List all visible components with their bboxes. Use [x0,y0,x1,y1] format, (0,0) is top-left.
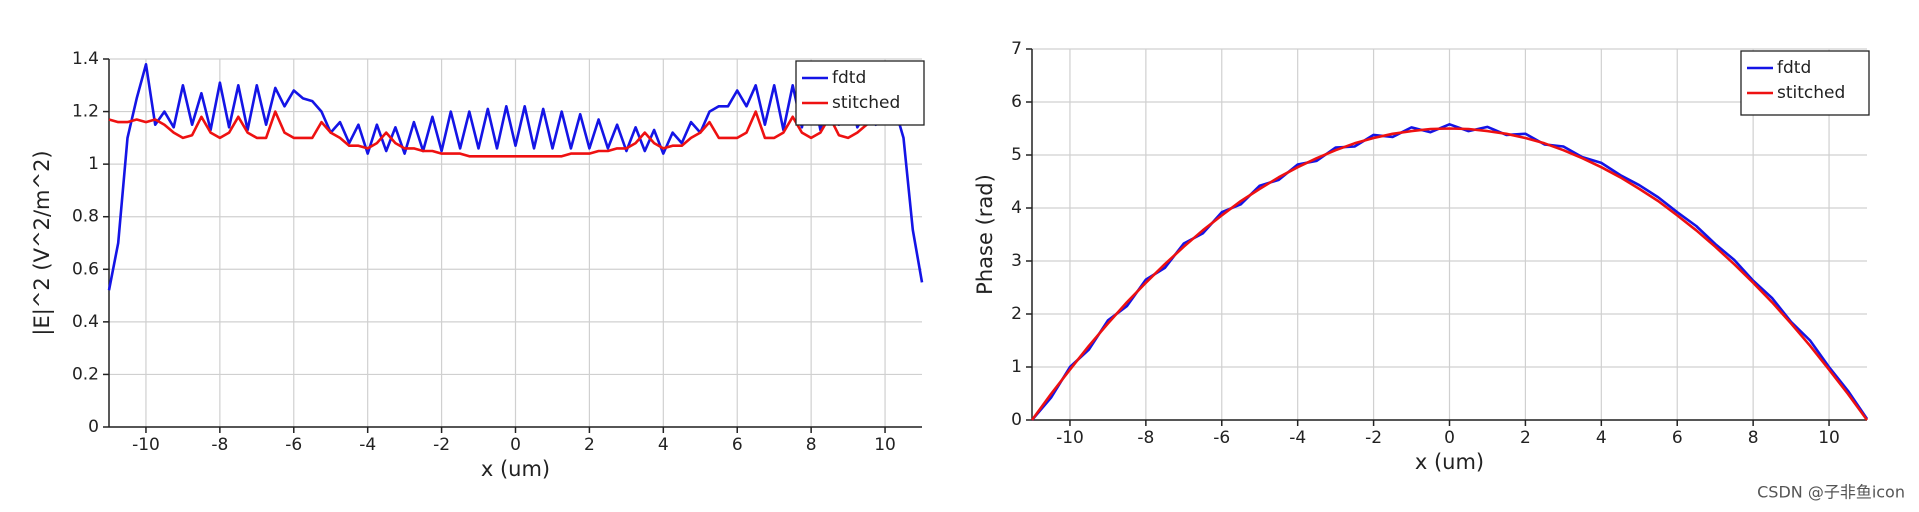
x-tick-label: 2 [584,435,595,455]
y-tick-label: 0 [88,417,99,437]
x-tick-label: 4 [658,435,669,455]
y-tick-label: 4 [1011,198,1022,218]
x-tick-label: -4 [1289,428,1306,448]
y-tick-label: 3 [1011,251,1022,271]
series-line [1030,127,1869,421]
x-tick-label: 6 [732,435,743,455]
y-tick-label: 5 [1011,145,1022,165]
y-tick-label: 1 [88,154,99,174]
y-axis-label: |E|^2 (V^2/m^2) [30,150,55,335]
legend-label: fdtd [832,68,866,88]
x-tick-label: -10 [132,435,160,455]
x-tick-label: 0 [510,435,521,455]
x-tick-label: -2 [433,435,450,455]
x-axis-label: x (um) [481,457,550,481]
y-tick-label: 2 [1011,304,1022,324]
y-axis-label: Phase (rad) [973,174,997,295]
y-tick-label: 0.2 [72,364,99,384]
legend-box [795,60,925,126]
legend-label: stitched [832,93,900,113]
y-tick-label: 1.4 [72,49,99,69]
x-tick-label: -8 [1137,428,1154,448]
y-tick-label: 7 [1011,39,1022,59]
series-line [108,110,923,158]
y-tick-label: 0.6 [72,259,99,279]
legend-label: fdtd [1777,58,1811,78]
legend-label: stitched [1777,83,1845,103]
x-axis-label: x (um) [1415,450,1484,474]
x-tick-label: -10 [1056,428,1084,448]
y-tick-label: 1.2 [72,102,99,122]
x-tick-label: -6 [285,435,302,455]
x-tick-label: -8 [211,435,228,455]
y-tick-label: 6 [1011,92,1022,112]
legend-box [1740,50,1870,116]
x-tick-label: -6 [1213,428,1230,448]
x-tick-label: 0 [1444,428,1455,448]
x-tick-label: -2 [1365,428,1382,448]
y-tick-label: 0.8 [72,207,99,227]
series-line [107,63,924,291]
x-tick-label: -4 [359,435,376,455]
x-tick-label: 2 [1520,428,1531,448]
x-tick-label: 10 [1818,428,1840,448]
x-tick-label: 8 [806,435,817,455]
x-tick-label: 4 [1596,428,1607,448]
x-tick-label: 6 [1672,428,1683,448]
y-tick-label: 0 [1011,410,1022,430]
watermark: CSDN @子非鱼icon [1757,483,1905,502]
x-tick-label: 8 [1748,428,1759,448]
y-tick-label: 1 [1011,357,1022,377]
x-tick-label: 10 [874,435,896,455]
y-tick-label: 0.4 [72,312,99,332]
